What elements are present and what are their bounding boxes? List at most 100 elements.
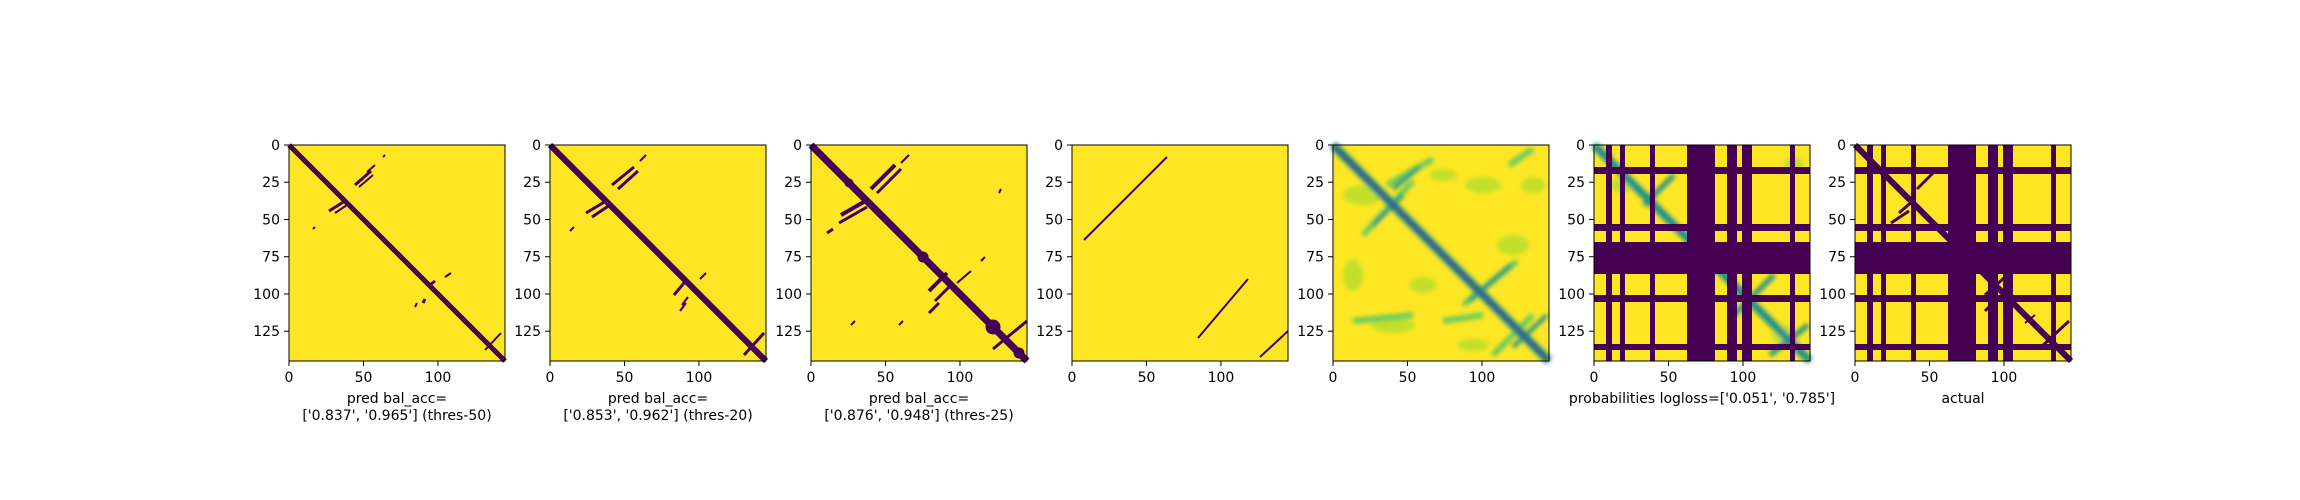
axes-frame: [1332, 144, 1550, 362]
y-tick-label: 0: [1315, 138, 1324, 154]
y-tick-label: 100: [1558, 287, 1585, 303]
x-tick-label: 50: [877, 370, 895, 386]
y-tick-label: 25: [784, 175, 802, 191]
y-tick-label: 100: [775, 287, 802, 303]
y-tick-label: 100: [1036, 287, 1063, 303]
y-tick-label: 125: [253, 324, 280, 340]
y-tick-label: 50: [1045, 212, 1063, 228]
x-tick-label: 0: [546, 370, 555, 386]
x-tick-label: 50: [1660, 370, 1678, 386]
y-tick-label: 100: [1297, 287, 1324, 303]
heatmap-contacts: [547, 142, 769, 364]
y-tick-label: 25: [1828, 175, 1846, 191]
x-tick-label: 100: [1208, 370, 1235, 386]
y-tick-label: 100: [1819, 287, 1846, 303]
x-axis-label: actual: [1941, 391, 1984, 407]
x-tick-label: 0: [1590, 370, 1599, 386]
y-tick-label: 25: [1567, 175, 1585, 191]
y-tick-label: 125: [1558, 324, 1585, 340]
y-tick-label: 0: [793, 138, 802, 154]
y-tick-label: 50: [784, 212, 802, 228]
x-tick-label: 50: [1921, 370, 1939, 386]
axis-ticks: 0 50 100 0 25 50 75 100 125: [1036, 138, 1234, 386]
y-tick-label: 50: [262, 212, 280, 228]
x-axis-label: ['0.876', '0.948'] (thres-25): [824, 408, 1013, 424]
y-tick-label: 0: [1054, 138, 1063, 154]
x-tick-label: 0: [1851, 370, 1860, 386]
y-tick-label: 75: [1828, 250, 1846, 266]
y-tick-label: 25: [262, 175, 280, 191]
axes-frame: [1071, 144, 1289, 362]
y-tick-label: 75: [523, 250, 541, 266]
x-axis-label: pred bal_acc=: [347, 391, 447, 407]
x-tick-label: 0: [807, 370, 816, 386]
heatmap-background: [1072, 145, 1288, 361]
y-tick-label: 50: [1828, 212, 1846, 228]
x-axis-label: pred bal_acc=: [869, 391, 969, 407]
y-tick-label: 75: [262, 250, 280, 266]
panel-2: 0 50 100 0 25 50 75 100 125 pred bal_acc=['0.853'…: [514, 138, 769, 424]
panel-5: 0 50 100 0 25 50 75 100 125: [1297, 138, 1553, 386]
y-tick-label: 75: [1567, 250, 1585, 266]
y-tick-label: 25: [523, 175, 541, 191]
y-tick-label: 25: [1306, 175, 1324, 191]
x-tick-label: 50: [355, 370, 373, 386]
x-axis-label: ['0.853', '0.962'] (thres-20): [563, 408, 752, 424]
x-tick-label: 0: [1329, 370, 1338, 386]
axis-ticks: 0 50 100 0 25 50 75 100 125 pred bal_acc=['0.876'…: [775, 138, 1013, 424]
axis-ticks: 0 50 100 0 25 50 75 100 125: [1297, 138, 1495, 386]
x-tick-label: 0: [1068, 370, 1077, 386]
y-tick-label: 125: [1036, 324, 1063, 340]
y-tick-label: 125: [514, 324, 541, 340]
axes-frame: [1854, 144, 2072, 362]
y-tick-label: 100: [514, 287, 541, 303]
panel-3: 0 50 100 0 25 50 75 100 125 pred bal_acc=['0.876'…: [775, 138, 1030, 424]
y-tick-label: 75: [784, 250, 802, 266]
axes-frame: [810, 144, 1028, 362]
x-tick-label: 0: [285, 370, 294, 386]
axes-frame: [549, 144, 767, 362]
y-tick-label: 0: [1837, 138, 1846, 154]
x-axis-label: probabilities logloss=['0.051', '0.785']: [1569, 391, 1835, 407]
y-tick-label: 125: [1819, 324, 1846, 340]
panel-1: 0 50 100 0 25 50 75 100 125 pred bal_acc=['0.837'…: [253, 138, 507, 424]
y-tick-label: 25: [1045, 175, 1063, 191]
x-tick-label: 100: [947, 370, 974, 386]
heatmap-mask: [1594, 145, 1810, 361]
panel-6: 0 50 100 0 25 50 75 100 125 probabilities logloss…: [1558, 138, 1835, 407]
axis-ticks: 0 50 100 0 25 50 75 100 125 actual: [1819, 138, 2017, 407]
x-tick-label: 100: [686, 370, 713, 386]
y-tick-label: 75: [1045, 250, 1063, 266]
axes-frame: [1593, 144, 1811, 362]
axis-ticks: 0 50 100 0 25 50 75 100 125 probabilities logloss…: [1558, 138, 1835, 407]
x-axis-label: pred bal_acc=: [608, 391, 708, 407]
heatmap-probabilities: [1329, 141, 1553, 365]
x-tick-label: 100: [1730, 370, 1757, 386]
y-tick-label: 125: [775, 324, 802, 340]
x-tick-label: 100: [1469, 370, 1496, 386]
axis-ticks: 0 50 100 0 25 50 75 100 125 pred bal_acc=['0.837'…: [253, 138, 491, 424]
y-tick-label: 50: [1567, 212, 1585, 228]
heatmap-contacts: [808, 142, 1030, 364]
heatmap-mask: [1855, 145, 2071, 361]
panel-7: 0 50 100 0 25 50 75 100 125 actual: [1819, 138, 2074, 407]
axis-ticks: 0 50 100 0 25 50 75 100 125 pred bal_acc=['0.853'…: [514, 138, 752, 424]
x-tick-label: 50: [616, 370, 634, 386]
x-tick-label: 100: [1991, 370, 2018, 386]
axes-frame: [288, 144, 506, 362]
y-tick-label: 0: [532, 138, 541, 154]
y-tick-label: 100: [253, 287, 280, 303]
y-tick-label: 0: [1576, 138, 1585, 154]
y-tick-label: 125: [1297, 324, 1324, 340]
x-axis-label: ['0.837', '0.965'] (thres-50): [302, 408, 491, 424]
x-tick-label: 100: [425, 370, 452, 386]
y-tick-label: 0: [271, 138, 280, 154]
y-tick-label: 50: [523, 212, 541, 228]
y-tick-label: 75: [1306, 250, 1324, 266]
panel-4: 0 50 100 0 25 50 75 100 125: [1036, 138, 1289, 386]
x-tick-label: 50: [1399, 370, 1417, 386]
heatmap-contacts: [287, 143, 507, 363]
heatmap-contacts: [1083, 156, 1289, 358]
x-tick-label: 50: [1138, 370, 1156, 386]
